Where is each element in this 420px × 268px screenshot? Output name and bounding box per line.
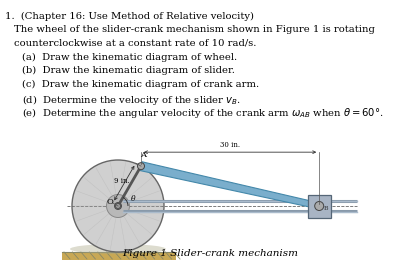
Circle shape: [107, 195, 129, 218]
Text: 30 in.: 30 in.: [220, 141, 240, 149]
Text: (e)  Determine the angular velocity of the crank arm $\omega_{AB}$ when $\theta : (e) Determine the angular velocity of th…: [22, 106, 383, 121]
Text: θ: θ: [131, 195, 136, 203]
Text: Figure 1 Slider-crank mechanism: Figure 1 Slider-crank mechanism: [122, 249, 298, 258]
Circle shape: [116, 203, 121, 209]
Text: (b)  Draw the kinematic diagram of slider.: (b) Draw the kinematic diagram of slider…: [22, 66, 235, 75]
Text: (c)  Draw the kinematic diagram of crank arm.: (c) Draw the kinematic diagram of crank …: [22, 80, 259, 89]
Text: 9 in.: 9 in.: [114, 177, 130, 185]
Text: (a)  Draw the kinematic diagram of wheel.: (a) Draw the kinematic diagram of wheel.: [22, 53, 237, 62]
FancyBboxPatch shape: [308, 195, 331, 218]
Text: counterclockwise at a constant rate of 10 rad/s.: counterclockwise at a constant rate of 1…: [14, 39, 256, 48]
Bar: [62, 252, 176, 260]
Circle shape: [137, 163, 144, 170]
Circle shape: [115, 203, 121, 210]
Text: A: A: [140, 151, 146, 159]
Circle shape: [72, 160, 164, 252]
Polygon shape: [140, 162, 320, 209]
Text: B: B: [324, 207, 329, 211]
Text: (d)  Determine the velocity of the slider $v_B$.: (d) Determine the velocity of the slider…: [22, 93, 241, 107]
Text: The wheel of the slider-crank mechanism shown in Figure 1 is rotating: The wheel of the slider-crank mechanism …: [14, 25, 375, 35]
Text: O: O: [107, 198, 113, 206]
Ellipse shape: [70, 244, 166, 254]
Text: 1.  (Chapter 16: Use Method of Relative velocity): 1. (Chapter 16: Use Method of Relative v…: [5, 12, 254, 21]
Circle shape: [315, 202, 324, 210]
